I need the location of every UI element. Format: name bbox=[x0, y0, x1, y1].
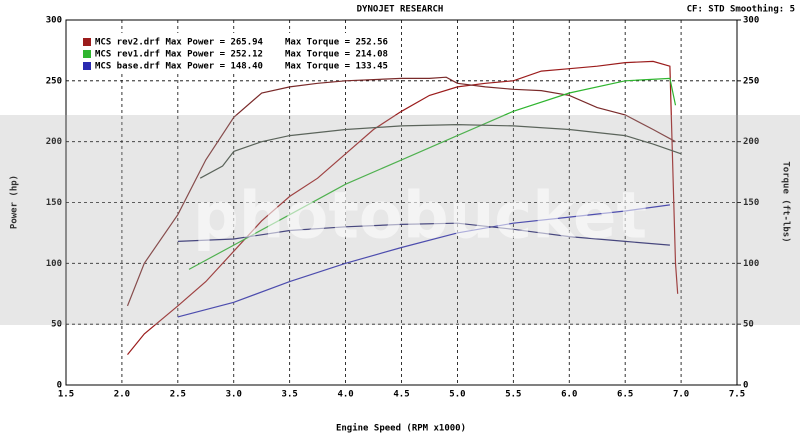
x-tick-label: 1.5 bbox=[58, 390, 74, 400]
y2-tick-label: 50 bbox=[743, 320, 754, 330]
y2-tick-label: 250 bbox=[743, 76, 759, 86]
y2-tick-label: 300 bbox=[743, 16, 759, 26]
legend-label: Max Torque = 214.08 bbox=[285, 50, 388, 60]
y-tick-label: 300 bbox=[46, 16, 62, 26]
y-axis-label: Power (hp) bbox=[10, 175, 20, 229]
y-tick-label: 250 bbox=[46, 76, 62, 86]
legend-swatch bbox=[83, 62, 91, 70]
data-line bbox=[127, 60, 679, 355]
header-settings: CF: STD Smoothing: 5 bbox=[687, 4, 795, 15]
y2-axis-label: Torque (ft-lbs) bbox=[781, 161, 791, 242]
y-tick-label: 50 bbox=[51, 320, 62, 330]
y2-tick-label: 100 bbox=[743, 259, 759, 269]
legend-box bbox=[78, 33, 378, 73]
y2-tick-label: 200 bbox=[743, 137, 759, 147]
y2-tick-label: 0 bbox=[743, 381, 748, 391]
x-tick-label: 7.0 bbox=[673, 390, 689, 400]
x-tick-label: 6.5 bbox=[617, 390, 633, 400]
x-tick-label: 5.5 bbox=[505, 390, 521, 400]
x-tick-label: 2.0 bbox=[114, 390, 130, 400]
data-line bbox=[199, 123, 682, 179]
y-tick-label: 100 bbox=[46, 259, 62, 269]
x-tick-label: 3.0 bbox=[226, 390, 242, 400]
y-tick-label: 0 bbox=[57, 381, 62, 391]
x-tick-label: 6.0 bbox=[561, 390, 577, 400]
x-tick-label: 4.5 bbox=[393, 390, 409, 400]
data-line bbox=[177, 222, 670, 246]
watermark: photobucket bbox=[193, 180, 647, 254]
plot-frame bbox=[65, 19, 738, 386]
y-tick-label: 150 bbox=[46, 198, 62, 208]
x-tick-label: 5.0 bbox=[449, 390, 465, 400]
x-tick-label: 2.5 bbox=[170, 390, 186, 400]
x-tick-label: 7.5 bbox=[729, 390, 745, 400]
legend: MCS rev2.drf Max Power = 265.94 Max Torqu… bbox=[78, 33, 388, 73]
legend-label: MCS base.drf Max Power = 148.40 bbox=[95, 62, 263, 72]
legend-label: MCS rev2.drf Max Power = 265.94 bbox=[95, 38, 264, 48]
data-line bbox=[126, 76, 676, 307]
data-line bbox=[188, 77, 677, 270]
y-tick-label: 200 bbox=[46, 137, 62, 147]
data-line bbox=[177, 204, 670, 318]
watermark-band bbox=[0, 115, 800, 325]
legend-label: MCS rev1.drf Max Power = 252.12 bbox=[95, 50, 263, 60]
legend-label: Max Torque = 133.45 bbox=[285, 62, 388, 72]
legend-swatch bbox=[83, 38, 91, 46]
legend-label: Max Torque = 252.56 bbox=[285, 38, 388, 48]
legend-swatch bbox=[83, 50, 91, 58]
x-tick-label: 3.5 bbox=[282, 390, 298, 400]
header-title: DYNOJET RESEARCH bbox=[357, 5, 444, 15]
x-axis-label: Engine Speed (RPM x1000) bbox=[336, 423, 466, 434]
y2-tick-label: 150 bbox=[743, 198, 759, 208]
x-tick-label: 4.0 bbox=[337, 390, 353, 400]
